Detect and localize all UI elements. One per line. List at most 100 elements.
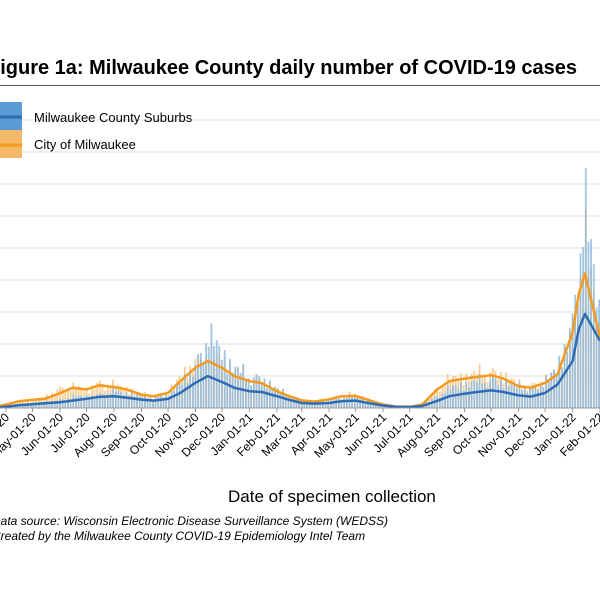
bar-suburbs-124 bbox=[319, 402, 322, 408]
bar-suburbs-61 bbox=[152, 400, 154, 408]
bar-suburbs-221 bbox=[577, 303, 579, 408]
bar-suburbs-227 bbox=[592, 264, 595, 408]
bar-suburbs-52 bbox=[128, 397, 130, 408]
bar-suburbs-62 bbox=[154, 397, 157, 408]
bar-suburbs-43 bbox=[104, 397, 106, 408]
bar-suburbs-165 bbox=[428, 402, 430, 408]
bar-suburbs-117 bbox=[300, 401, 303, 408]
bar-suburbs-17 bbox=[35, 403, 37, 408]
bar-suburbs-65 bbox=[162, 398, 165, 408]
bar-suburbs-40 bbox=[96, 394, 99, 408]
bar-suburbs-102 bbox=[260, 383, 263, 408]
bar-suburbs-63 bbox=[157, 395, 160, 408]
bar-suburbs-113 bbox=[290, 398, 292, 408]
bar-suburbs-201 bbox=[523, 388, 526, 408]
bar-suburbs-111 bbox=[284, 395, 287, 408]
bar-suburbs-29 bbox=[67, 398, 69, 408]
bar-suburbs-35 bbox=[83, 397, 85, 408]
bar-city-25 bbox=[56, 389, 59, 408]
bar-suburbs-50 bbox=[122, 395, 125, 408]
bar-suburbs-22 bbox=[48, 402, 51, 408]
bar-suburbs-13 bbox=[24, 404, 27, 408]
bar-suburbs-81 bbox=[205, 343, 207, 408]
legend-entry-suburbs: Milwaukee County Suburbs bbox=[0, 102, 193, 132]
bar-suburbs-169 bbox=[438, 397, 441, 408]
bar-suburbs-27 bbox=[61, 399, 64, 408]
bar-suburbs-80 bbox=[202, 362, 205, 408]
bar-suburbs-96 bbox=[245, 378, 247, 408]
bar-suburbs-215 bbox=[561, 367, 563, 408]
bar-suburbs-195 bbox=[507, 386, 510, 408]
legend-label-city: City of Milwaukee bbox=[34, 137, 136, 152]
bar-suburbs-188 bbox=[489, 379, 492, 408]
bar-suburbs-76 bbox=[191, 376, 194, 408]
bar-suburbs-192 bbox=[500, 379, 502, 408]
bar-suburbs-134 bbox=[345, 398, 348, 408]
title-divider bbox=[0, 85, 600, 86]
bar-suburbs-136 bbox=[351, 396, 353, 408]
bar-suburbs-178 bbox=[462, 390, 465, 408]
bar-suburbs-28 bbox=[64, 400, 67, 408]
bar-suburbs-107 bbox=[274, 386, 276, 408]
bar-suburbs-51 bbox=[125, 392, 128, 408]
bar-suburbs-131 bbox=[338, 398, 340, 408]
legend-entry-city: City of Milwaukee bbox=[0, 130, 136, 158]
bar-suburbs-191 bbox=[497, 385, 500, 408]
bar-suburbs-77 bbox=[194, 364, 197, 408]
bar-suburbs-181 bbox=[470, 381, 473, 408]
bar-suburbs-91 bbox=[231, 372, 234, 408]
bar-suburbs-44 bbox=[106, 393, 109, 408]
bar-suburbs-49 bbox=[120, 391, 122, 408]
bar-suburbs-223 bbox=[582, 247, 585, 408]
bar-suburbs-228 bbox=[595, 307, 598, 408]
bar-suburbs-189 bbox=[492, 376, 494, 408]
bar-suburbs-206 bbox=[537, 389, 539, 408]
bar-suburbs-143 bbox=[369, 401, 372, 408]
bar-suburbs-106 bbox=[271, 388, 274, 408]
bar-suburbs-30 bbox=[69, 399, 72, 408]
bar-suburbs-203 bbox=[529, 387, 531, 408]
bar-suburbs-85 bbox=[215, 340, 218, 408]
bar-city-26 bbox=[59, 386, 61, 408]
bar-suburbs-87 bbox=[221, 360, 223, 408]
bar-suburbs-128 bbox=[330, 401, 332, 408]
bar-suburbs-217 bbox=[566, 351, 569, 408]
trend-line-suburbs bbox=[0, 312, 600, 409]
bar-suburbs-90 bbox=[229, 358, 231, 408]
bar-suburbs-23 bbox=[51, 401, 53, 408]
bar-city-23 bbox=[51, 393, 53, 408]
bar-suburbs-198 bbox=[515, 387, 518, 408]
bar-suburbs-173 bbox=[449, 389, 452, 408]
bar-suburbs-171 bbox=[444, 393, 446, 408]
bar-suburbs-108 bbox=[276, 388, 279, 408]
bar-suburbs-183 bbox=[476, 382, 478, 408]
bar-suburbs-48 bbox=[117, 390, 120, 408]
bar-suburbs-84 bbox=[213, 346, 215, 408]
bar-suburbs-32 bbox=[75, 397, 77, 408]
bar-suburbs-47 bbox=[114, 391, 117, 408]
bar-suburbs-15 bbox=[29, 404, 32, 408]
bar-suburbs-88 bbox=[223, 350, 226, 408]
legend-label-suburbs: Milwaukee County Suburbs bbox=[34, 110, 193, 125]
bar-suburbs-186 bbox=[484, 382, 486, 408]
bar-city-29 bbox=[67, 387, 69, 408]
bar-suburbs-196 bbox=[510, 382, 513, 408]
bar-suburbs-36 bbox=[85, 394, 88, 408]
bar-suburbs-74 bbox=[186, 382, 189, 408]
bar-suburbs-213 bbox=[555, 373, 558, 408]
bar-layer bbox=[0, 168, 600, 408]
bar-suburbs-38 bbox=[91, 394, 93, 408]
bar-suburbs-42 bbox=[101, 394, 104, 408]
grid-lines bbox=[0, 119, 600, 377]
bar-suburbs-193 bbox=[502, 388, 505, 408]
bar-suburbs-39 bbox=[93, 397, 96, 408]
bar-suburbs-126 bbox=[324, 402, 327, 408]
bar-suburbs-222 bbox=[579, 253, 582, 408]
bar-suburbs-187 bbox=[486, 387, 489, 408]
bar-suburbs-75 bbox=[189, 371, 191, 408]
bar-suburbs-109 bbox=[279, 392, 282, 408]
bar-suburbs-185 bbox=[481, 383, 484, 408]
trend-line-layer bbox=[0, 272, 600, 409]
bar-suburbs-83 bbox=[210, 323, 213, 408]
bar-suburbs-179 bbox=[465, 382, 468, 408]
